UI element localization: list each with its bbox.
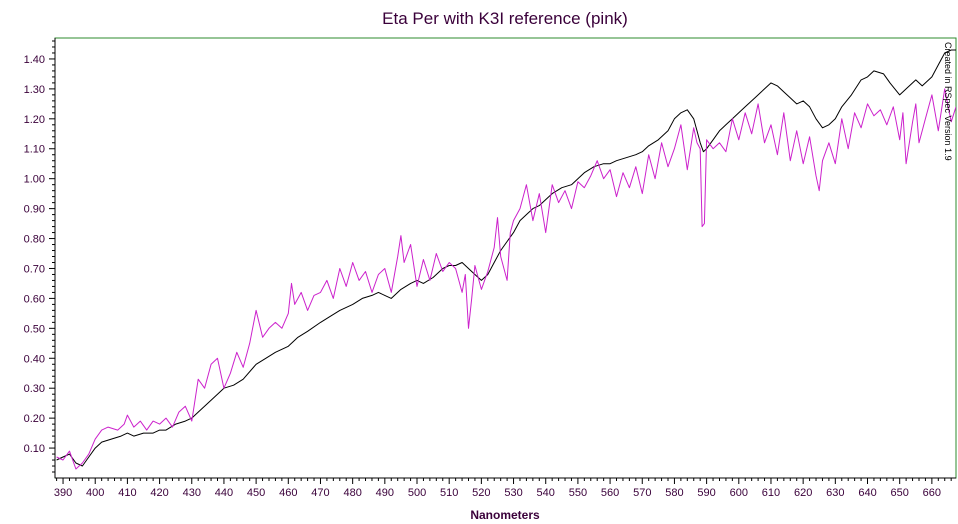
y-tick-label: 0.50 [24,323,45,335]
x-tick-label: 430 [183,487,201,499]
x-tick-label: 570 [633,487,651,499]
y-tick-label: 1.20 [24,114,45,126]
x-tick-label: 610 [762,487,780,499]
x-tick-label: 500 [408,487,426,499]
x-tick-label: 510 [440,487,458,499]
x-tick-label: 640 [858,487,876,499]
x-tick-label: 590 [697,487,715,499]
x-tick-label: 620 [794,487,812,499]
x-tick-label: 520 [472,487,490,499]
x-tick-label: 560 [601,487,619,499]
x-tick-label: 600 [730,487,748,499]
y-tick-label: 0.30 [24,383,45,395]
y-tick-label: 0.90 [24,204,45,216]
x-tick-label: 420 [150,487,168,499]
plot-border [54,37,957,479]
x-axis: 390 400 410 420 430 440 450 460 470 480 490 500 510 5… [54,478,952,499]
series-line-eta_per [56,49,956,467]
y-tick-label: 0.80 [24,234,45,246]
x-tick-label: 390 [54,487,72,499]
y-tick-label: 1.10 [24,144,45,156]
y-tick-label: 1.30 [24,84,45,96]
x-tick-label: 440 [215,487,233,499]
x-tick-label: 550 [569,487,587,499]
x-tick-label: 530 [504,487,522,499]
x-tick-label: 400 [86,487,104,499]
y-tick-label: 0.10 [24,443,45,455]
y-tick-label: 0.20 [24,413,45,425]
x-tick-label: 580 [665,487,683,499]
x-tick-label: 460 [279,487,297,499]
x-tick-label: 450 [247,487,265,499]
series-layer [56,49,956,470]
x-tick-label: 480 [343,487,361,499]
chart-title: Eta Per with K3I reference (pink) [382,9,628,28]
rspec-version-annotation: Created in RSpec Version 1.9 [943,42,953,161]
y-axis: 0.10 0.20 0.30 0.40 0.50 0.60 0.70 0.80 0.90 1.00… [24,40,55,473]
y-tick-label: 1.40 [24,54,45,66]
x-tick-label: 630 [826,487,844,499]
y-tick-label: 0.40 [24,353,45,365]
x-tick-label: 650 [891,487,909,499]
x-tick-label: 410 [118,487,136,499]
plot-frame [54,37,957,479]
y-tick-label: 0.60 [24,293,45,305]
x-tick-label: 490 [376,487,394,499]
x-axis-title: Nanometers [470,508,540,522]
x-tick-label: 660 [923,487,941,499]
x-tick-label: 540 [537,487,555,499]
x-tick-label: 470 [311,487,329,499]
series-line-k3i [56,88,956,470]
y-tick-label: 1.00 [24,174,45,186]
y-tick-label: 0.70 [24,263,45,275]
